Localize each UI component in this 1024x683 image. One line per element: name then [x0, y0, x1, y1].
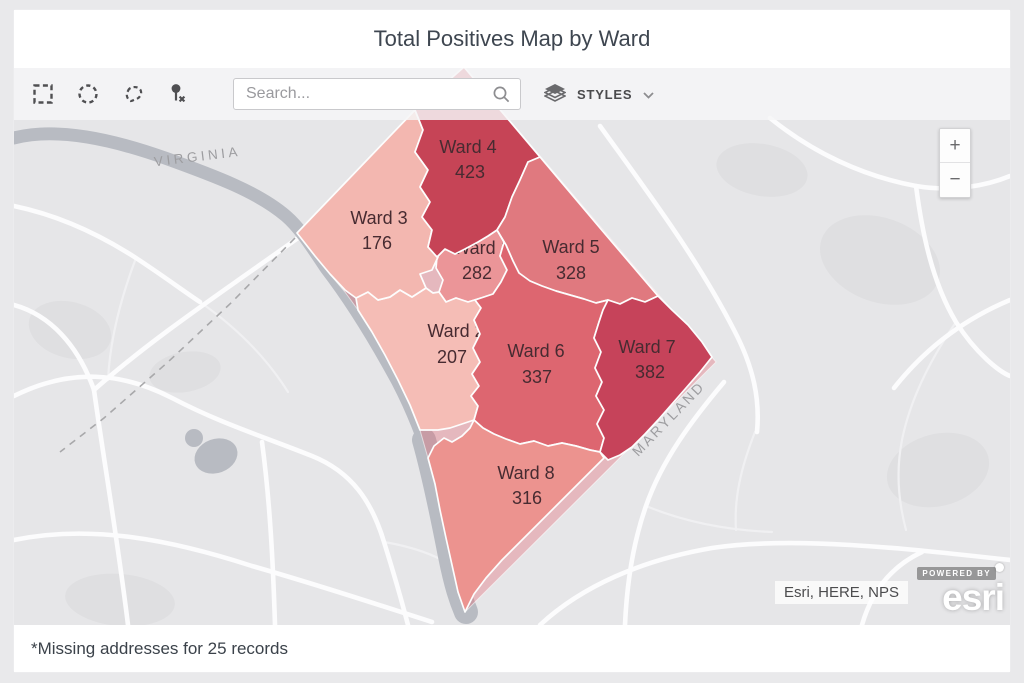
styles-label: STYLES	[577, 86, 633, 102]
basemap-park	[65, 573, 175, 625]
search-box	[233, 78, 521, 110]
basemap-minor-road	[734, 430, 757, 532]
basemap-road	[859, 549, 925, 625]
lasso-select-icon	[121, 82, 145, 106]
basemap-road	[14, 531, 435, 625]
basemap-minor-road	[106, 256, 138, 382]
powered-by-esri-logo: POWERED BY esri	[908, 563, 1005, 618]
basemap-park	[149, 351, 221, 393]
ward-name-label: Ward 8	[497, 463, 554, 483]
basemap-road	[622, 379, 727, 625]
basemap-road	[913, 183, 1010, 379]
ward-name-label: Ward 3	[350, 208, 407, 228]
esri-logo-dot	[995, 563, 1004, 572]
ward-region[interactable]	[593, 295, 713, 461]
map-zoom-control: + −	[939, 128, 971, 198]
search-input[interactable]	[234, 85, 492, 103]
ward-value-label: 328	[556, 263, 586, 283]
basemap-road	[91, 387, 131, 625]
ward-name-label: Ward 6	[507, 341, 564, 361]
styles-dropdown[interactable]: STYLES	[543, 78, 655, 110]
zoom-in-button[interactable]: +	[940, 129, 970, 163]
map-widget-card: Total Positives Map by Ward VIRGINIA MARY…	[14, 10, 1010, 672]
circle-select-icon	[76, 82, 100, 106]
page-title: Total Positives Map by Ward	[14, 10, 1010, 68]
basemap-road	[14, 374, 411, 625]
chevron-down-icon	[643, 87, 655, 102]
map-canvas[interactable]: VIRGINIA MARYLAND Ward 1 282 Ward 2 207 Ward 3…	[14, 68, 1010, 625]
basemap-minor-road	[897, 320, 958, 532]
basemap-road	[259, 439, 278, 625]
basemap-park	[819, 215, 941, 305]
basemap-road	[91, 235, 301, 393]
ward-value-label: 337	[522, 367, 552, 387]
zoom-out-button[interactable]: −	[940, 163, 970, 197]
clear-selection-tool[interactable]	[162, 78, 194, 110]
ward-value-label: 316	[512, 488, 542, 508]
missing-records-note: *Missing addresses for 25 records	[31, 638, 289, 658]
ward-region[interactable]	[427, 419, 605, 613]
ward-value-label: 423	[455, 162, 485, 182]
map-attribution: Esri, HERE, NPS	[774, 581, 908, 604]
rectangle-select-icon	[31, 82, 55, 106]
rectangle-select-tool[interactable]	[27, 78, 59, 110]
basemap-minor-road	[198, 300, 290, 394]
basemap-road	[597, 123, 761, 435]
circle-select-tool[interactable]	[72, 78, 104, 110]
basemap-park	[886, 432, 990, 508]
map-toolbar: STYLES	[14, 68, 1010, 120]
search-icon[interactable]	[492, 85, 511, 104]
layers-icon	[543, 83, 567, 106]
basemap-road	[14, 203, 203, 305]
basemap-park	[716, 143, 808, 197]
chart-footnote-bar: *Missing addresses for 25 records	[14, 625, 1010, 672]
esri-brand-text: esri	[942, 577, 1005, 618]
ward-value-label: 207	[437, 347, 467, 367]
basemap-road	[767, 115, 1010, 191]
basemap-park	[28, 300, 112, 360]
ward-name-label: Ward 2	[427, 321, 484, 341]
pin-x-icon	[166, 82, 190, 106]
reservoir-small	[185, 429, 203, 447]
reservoir	[194, 438, 238, 474]
ward-name-label: Ward 7	[618, 337, 675, 357]
lasso-select-tool[interactable]	[117, 78, 149, 110]
ward-name-label: Ward 4	[439, 137, 496, 157]
ward-value-label: 282	[462, 263, 492, 283]
basemap-road	[891, 297, 1010, 391]
powered-by-label: POWERED BY	[917, 567, 996, 580]
ward-value-label: 176	[362, 233, 392, 253]
ward-name-label: Ward 5	[542, 237, 599, 257]
ward-region[interactable]	[296, 109, 439, 301]
ward-value-label: 382	[635, 362, 665, 382]
basemap-minor-road	[644, 504, 774, 534]
